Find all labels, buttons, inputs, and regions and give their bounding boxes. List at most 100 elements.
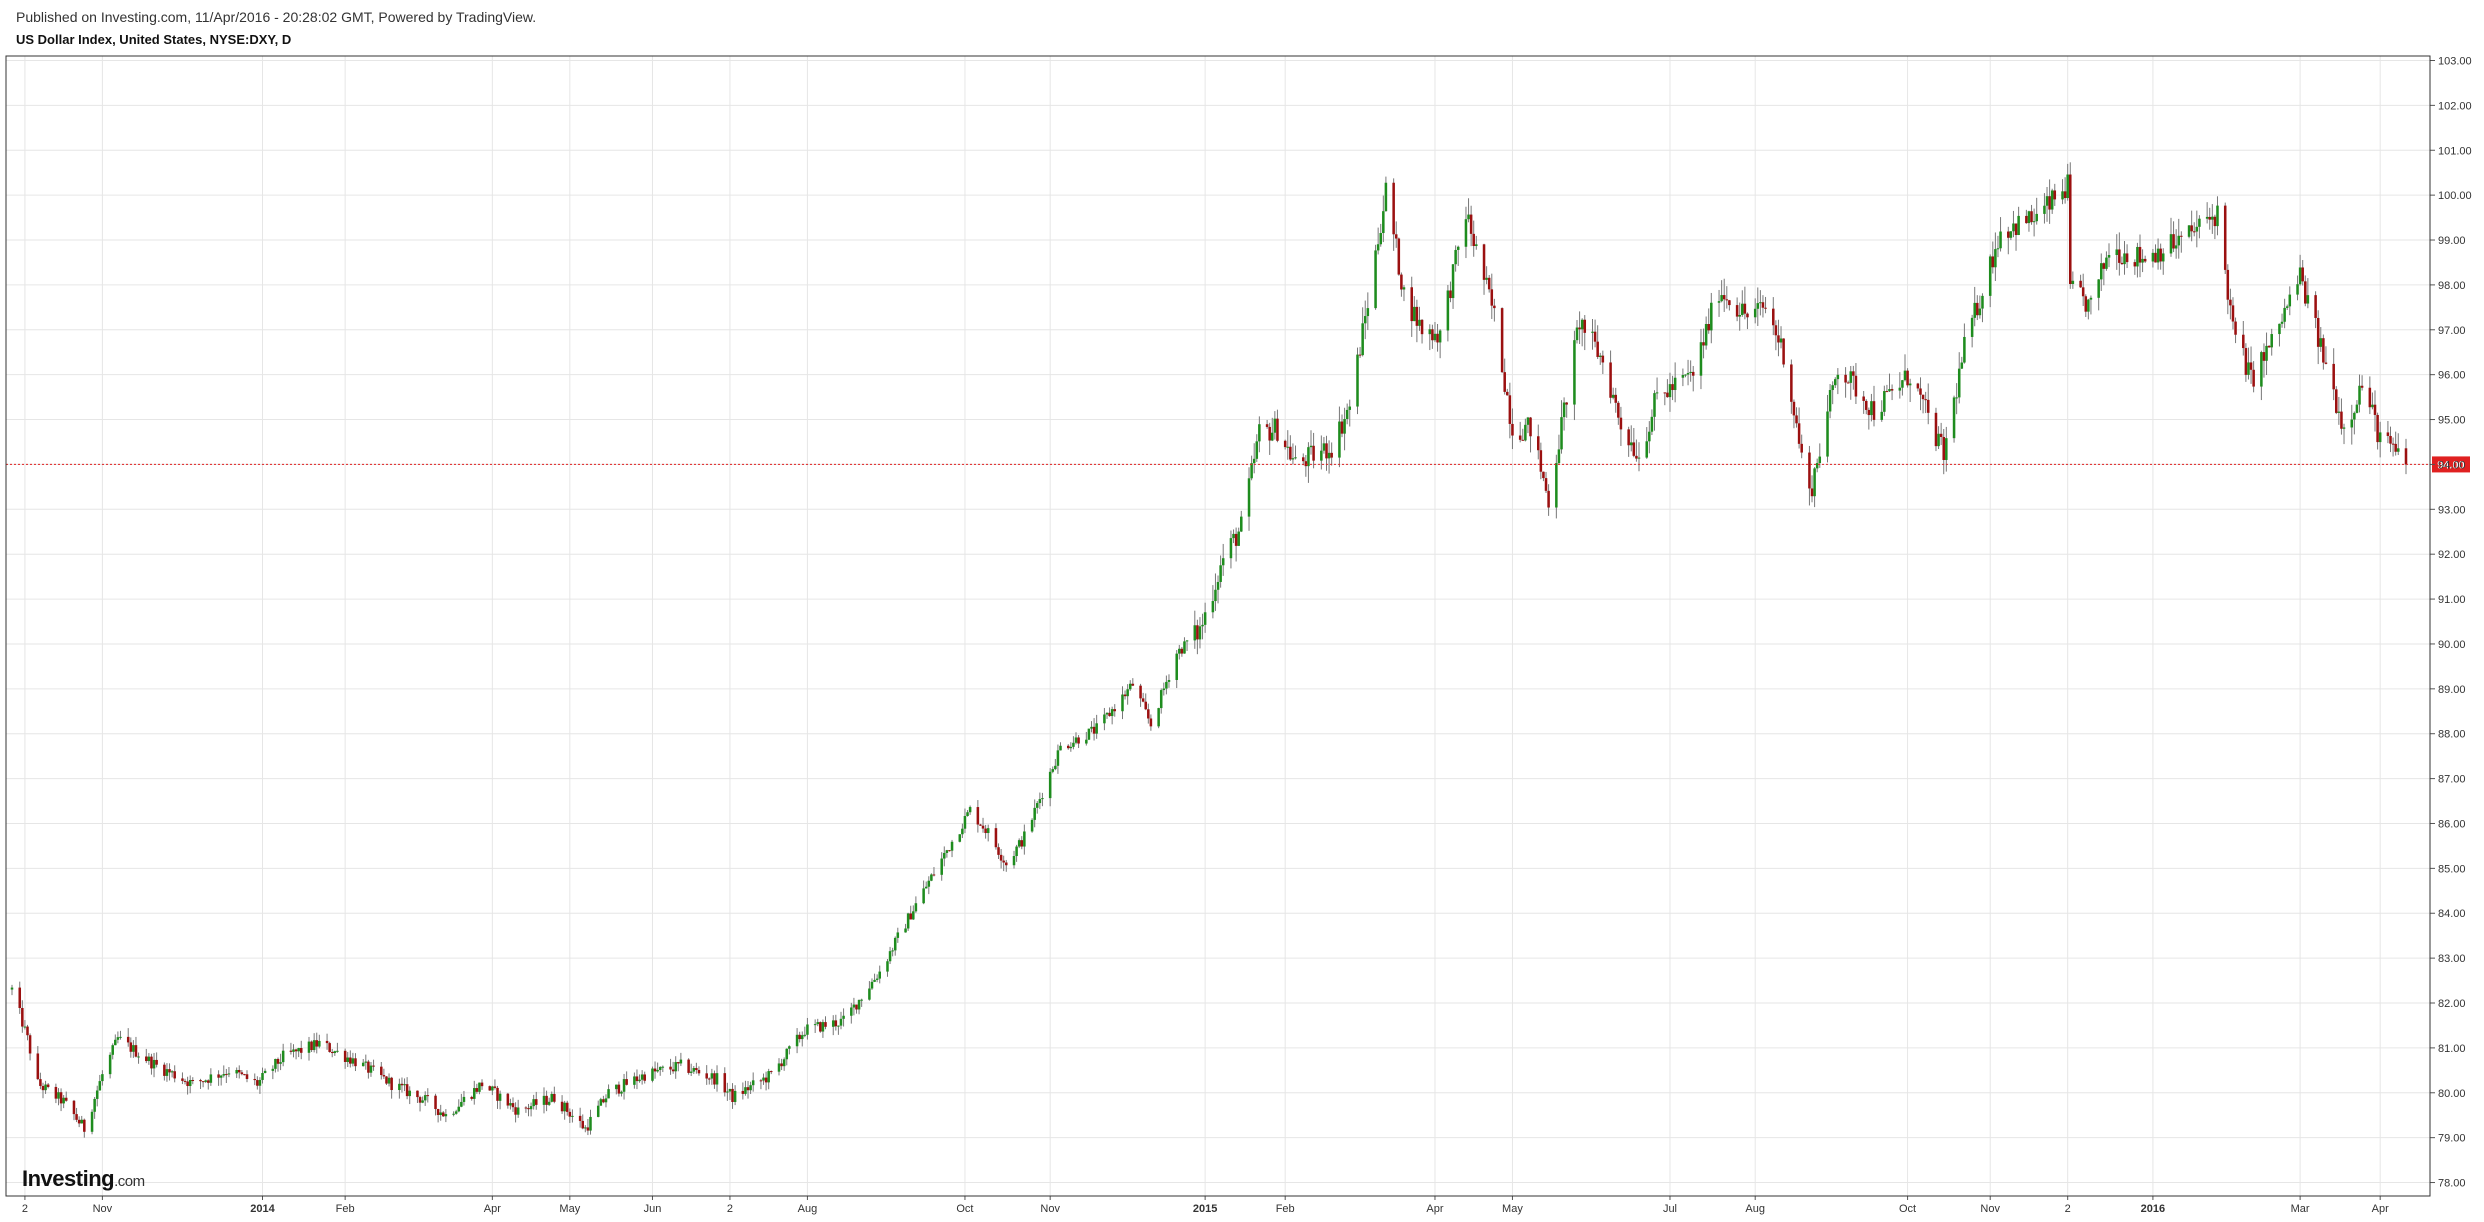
candle-down	[217, 1074, 220, 1078]
candle-up	[1428, 329, 1432, 335]
candle-up	[1363, 316, 1367, 324]
candle-up	[1376, 244, 1380, 251]
candle-up	[1307, 447, 1310, 467]
candle-down	[695, 1068, 698, 1070]
candle-down	[2394, 443, 2397, 452]
candle-down	[527, 1108, 530, 1110]
candle-down	[581, 1120, 585, 1129]
candle-up	[2371, 404, 2374, 408]
candle-up	[2043, 205, 2046, 214]
candle-down	[1312, 445, 1315, 461]
candle-down	[1415, 306, 1419, 326]
candle-down	[225, 1074, 228, 1076]
candle-down	[1854, 375, 1858, 397]
candle-up	[777, 1063, 781, 1072]
candle-up	[2288, 294, 2292, 307]
y-tick-label: 98.00	[2438, 280, 2466, 292]
candle-down	[635, 1076, 639, 1082]
candle-down	[480, 1082, 484, 1087]
candle-down	[256, 1080, 259, 1086]
candle-up	[1185, 640, 1189, 642]
candle-up	[279, 1062, 282, 1064]
investing-logo: Investing.com	[22, 1166, 145, 1192]
candle-up	[2087, 299, 2090, 312]
candle-up	[2247, 362, 2250, 375]
candle-down	[28, 1035, 32, 1054]
candle-up	[2012, 223, 2015, 232]
candle-up	[2358, 385, 2361, 405]
candle-up	[1562, 402, 1566, 418]
candle-up	[2141, 258, 2144, 263]
candle-up	[1250, 463, 1253, 479]
candle-up	[658, 1067, 662, 1070]
candle-down	[330, 1051, 334, 1054]
candle-up	[1258, 424, 1261, 442]
candle-down	[1268, 426, 1271, 441]
candle-up	[1815, 463, 1819, 469]
candle-up	[1467, 214, 1470, 220]
candle-up	[235, 1069, 238, 1074]
candle-down	[26, 1026, 29, 1036]
candle-up	[2296, 284, 2299, 295]
candle-up	[1343, 419, 1346, 434]
candle-down	[1792, 401, 1796, 416]
candle-up	[114, 1039, 117, 1046]
candle-down	[2391, 443, 2395, 445]
candle-up	[318, 1040, 321, 1047]
candle-up	[1996, 248, 2000, 250]
candle-down	[41, 1085, 45, 1091]
x-tick-label: Nov	[1980, 1203, 2000, 1215]
candle-up	[1216, 581, 1220, 590]
candle-up	[398, 1083, 401, 1091]
x-tick-label: Jun	[644, 1203, 662, 1215]
y-tick-label: 99.00	[2438, 235, 2466, 247]
candle-up	[361, 1062, 365, 1067]
candle-up	[1384, 182, 1388, 212]
candle-up	[1673, 377, 1677, 391]
candle-down	[276, 1058, 280, 1064]
y-tick-label: 87.00	[2438, 774, 2466, 786]
candle-down	[237, 1069, 241, 1073]
candle-up	[726, 1091, 729, 1093]
candle-up	[2211, 216, 2214, 220]
candle-up	[1451, 264, 1455, 299]
candle-up	[1598, 355, 1602, 357]
candle-up	[571, 1115, 574, 1117]
candle-down	[1885, 391, 1889, 393]
candle-up	[961, 828, 964, 835]
x-tick-label: Aug	[1745, 1203, 1765, 1215]
candle-up	[44, 1084, 47, 1091]
candle-up	[806, 1024, 809, 1035]
candle-down	[2262, 352, 2266, 361]
candle-up	[2350, 419, 2354, 428]
candle-up	[454, 1111, 458, 1114]
candle-up	[491, 1086, 494, 1091]
candle-up	[1831, 385, 1834, 391]
candle-down	[2234, 321, 2237, 335]
candle-down	[1810, 488, 1814, 497]
candle-up	[1291, 458, 1295, 460]
candle-up	[1105, 712, 1109, 715]
candle-down	[1919, 388, 1922, 395]
candle-up	[842, 1015, 845, 1019]
candle-down	[984, 828, 987, 834]
candle-up	[1681, 374, 1685, 378]
candle-up	[1849, 371, 1853, 383]
candle-down	[1139, 685, 1142, 699]
candle-up	[2174, 245, 2178, 249]
candle-down	[1728, 300, 1731, 306]
candle-up	[1684, 374, 1687, 376]
candle-down	[1077, 737, 1080, 744]
candle-up	[1247, 478, 1251, 517]
candle-up	[1252, 458, 1256, 464]
candle-down	[677, 1062, 680, 1064]
candle-down	[2079, 280, 2082, 288]
candle-up	[1015, 846, 1018, 857]
candle-up	[57, 1092, 60, 1099]
candle-down	[2118, 249, 2121, 263]
candle-down	[1472, 233, 1475, 247]
candle-up	[966, 812, 969, 817]
candle-down	[1614, 394, 1618, 403]
candle-up	[387, 1077, 391, 1084]
